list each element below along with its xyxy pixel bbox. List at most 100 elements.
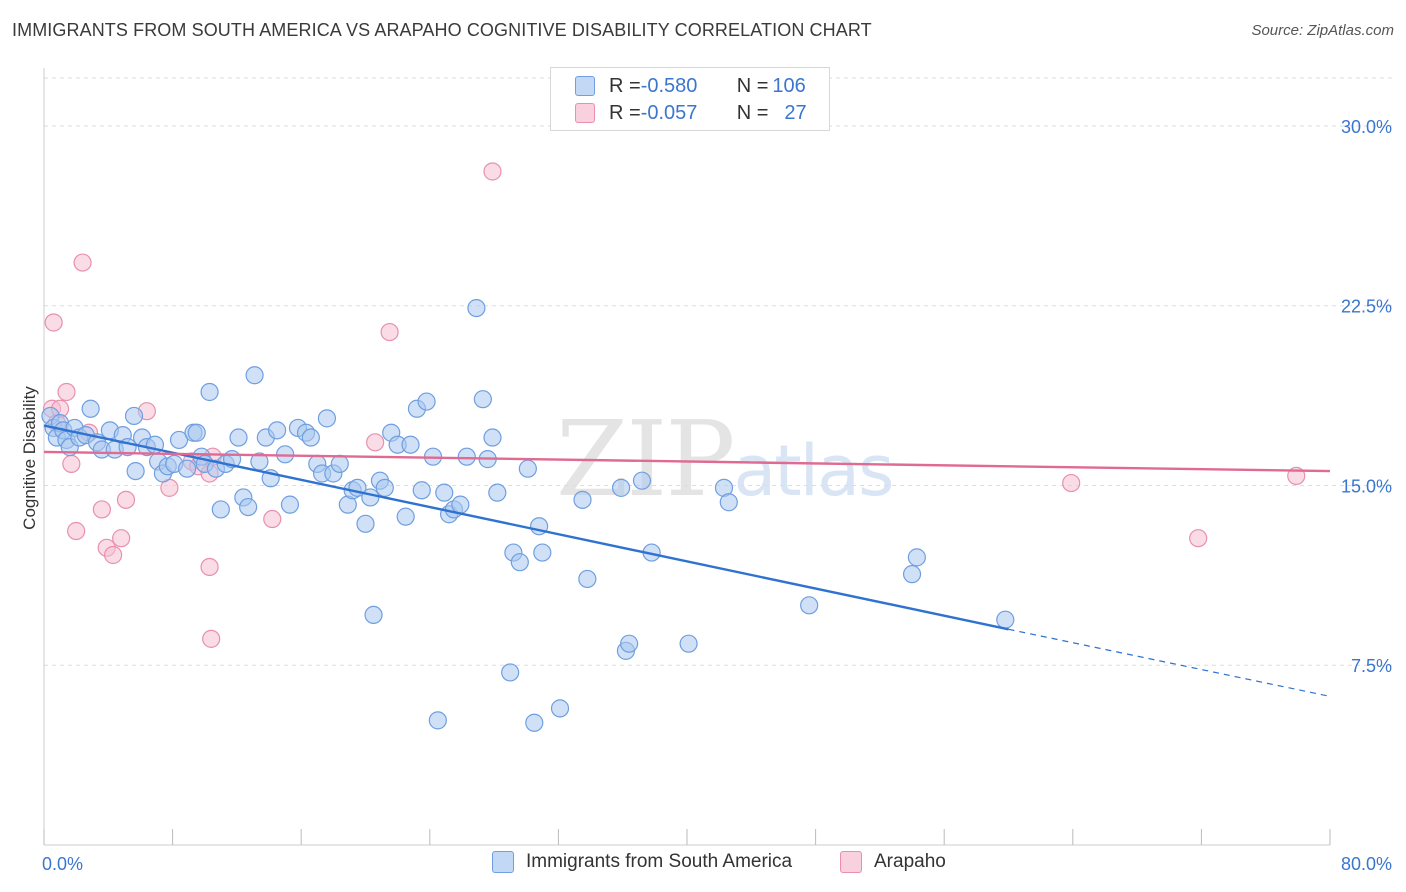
south-america-point — [81, 399, 100, 418]
south-america-point — [632, 471, 652, 490]
stats-legend: R = -0.580 N = 106 R = -0.057 N = 27 — [550, 67, 830, 131]
south-america-point — [187, 423, 206, 442]
south-america-point — [467, 299, 486, 318]
south-america-point — [902, 565, 922, 584]
south-america-point — [525, 713, 544, 732]
south-america-trend-extension — [1008, 628, 1331, 697]
south-america-point — [364, 605, 383, 625]
arapaho-point — [104, 545, 123, 565]
south-america-point — [412, 481, 431, 500]
legend-item-south-america[interactable]: Immigrants from South America — [492, 851, 792, 873]
south-america-point — [435, 483, 454, 502]
south-america-point — [200, 382, 219, 402]
south-america-point — [177, 459, 197, 478]
arapaho-point — [112, 529, 131, 548]
south-america-point — [483, 428, 502, 447]
y-tick-label: 30.0% — [1341, 117, 1392, 137]
stats-row-south-america: R = -0.580 N = 106 — [575, 73, 806, 99]
south-america-point — [330, 454, 349, 473]
south-america-point — [719, 493, 738, 512]
south-america-point — [301, 428, 320, 447]
arapaho-point — [73, 253, 92, 272]
south-america-point — [620, 634, 639, 653]
arapaho-point — [57, 382, 76, 402]
south-america-point — [679, 634, 698, 653]
r-label: R = — [609, 101, 641, 124]
south-america-point — [375, 478, 394, 497]
arapaho-point — [44, 313, 63, 332]
r-value: -0.057 — [640, 101, 698, 124]
blue-legend-swatch — [492, 851, 514, 873]
south-america-point — [488, 483, 507, 502]
south-america-point — [280, 495, 300, 514]
arapaho-point — [263, 509, 282, 529]
n-value: 106 — [772, 74, 806, 97]
chart-title: IMMIGRANTS FROM SOUTH AMERICA VS ARAPAHO… — [12, 20, 872, 40]
arapaho-point — [1189, 529, 1208, 548]
arapaho-point — [62, 454, 81, 473]
south-america-point — [578, 569, 597, 589]
south-america-point — [907, 548, 926, 567]
south-america-point — [611, 478, 631, 497]
south-america-point — [550, 699, 570, 718]
x-tick-label: 0.0% — [42, 854, 83, 874]
arapaho-point — [380, 322, 399, 342]
chart-source: Source: ZipAtlas.com — [1251, 22, 1394, 39]
south-america-trend-line — [43, 424, 1009, 631]
south-america-point — [211, 500, 230, 519]
blue-swatch — [575, 76, 595, 96]
south-america-point — [317, 409, 337, 428]
south-america-point — [124, 406, 144, 426]
arapaho-trend-line — [43, 450, 1331, 473]
arapaho-point — [116, 490, 136, 509]
south-america-point — [401, 435, 420, 454]
south-america-point — [396, 507, 415, 526]
arapaho-point — [1062, 473, 1081, 493]
south-america-point — [996, 610, 1015, 629]
south-america-point — [457, 447, 476, 466]
legend-label: Arapaho — [874, 851, 946, 872]
arapaho-point — [67, 521, 86, 541]
south-america-point — [267, 421, 287, 440]
watermark-atlas: atlas — [733, 430, 894, 512]
arapaho-point — [202, 629, 221, 648]
n-label: N = — [736, 74, 769, 97]
legend-item-arapaho[interactable]: Arapaho — [840, 851, 946, 873]
arapaho-point — [366, 433, 385, 452]
south-america-point — [126, 461, 145, 481]
pink-legend-swatch — [840, 851, 862, 873]
south-america-point — [229, 428, 248, 447]
n-label: N = — [736, 101, 769, 124]
south-america-point — [473, 390, 492, 409]
south-america-point — [361, 488, 380, 507]
n-value: 27 — [784, 101, 807, 124]
south-america-point — [573, 490, 592, 509]
south-america-point — [510, 553, 529, 572]
south-america-point — [417, 392, 436, 411]
r-label: R = — [609, 74, 641, 97]
y-tick-label: 7.5% — [1351, 656, 1392, 676]
stats-row-arapaho: R = -0.057 N = 27 — [575, 100, 807, 126]
y-tick-label: 22.5% — [1341, 297, 1392, 317]
y-axis-label: Cognitive Disability — [20, 386, 39, 530]
legend-label: Immigrants from South America — [526, 851, 793, 872]
pink-swatch — [575, 103, 595, 123]
y-tick-label: 15.0% — [1341, 476, 1392, 496]
south-america-point — [245, 366, 264, 385]
south-america-point — [800, 596, 819, 615]
arapaho-point — [200, 557, 219, 577]
south-america-point — [169, 430, 189, 450]
arapaho-point — [92, 500, 111, 519]
south-america-point — [239, 497, 258, 517]
south-america-point — [533, 543, 552, 562]
south-america-point — [501, 663, 520, 682]
south-america-point — [428, 711, 447, 730]
r-value: -0.580 — [640, 74, 698, 97]
south-america-point — [356, 514, 375, 533]
south-america-point — [451, 495, 470, 514]
south-america-point — [518, 459, 537, 478]
arapaho-point — [483, 162, 502, 181]
series-legend: Immigrants from South America Arapaho — [0, 851, 1406, 879]
x-tick-label: 80.0% — [1341, 854, 1392, 874]
